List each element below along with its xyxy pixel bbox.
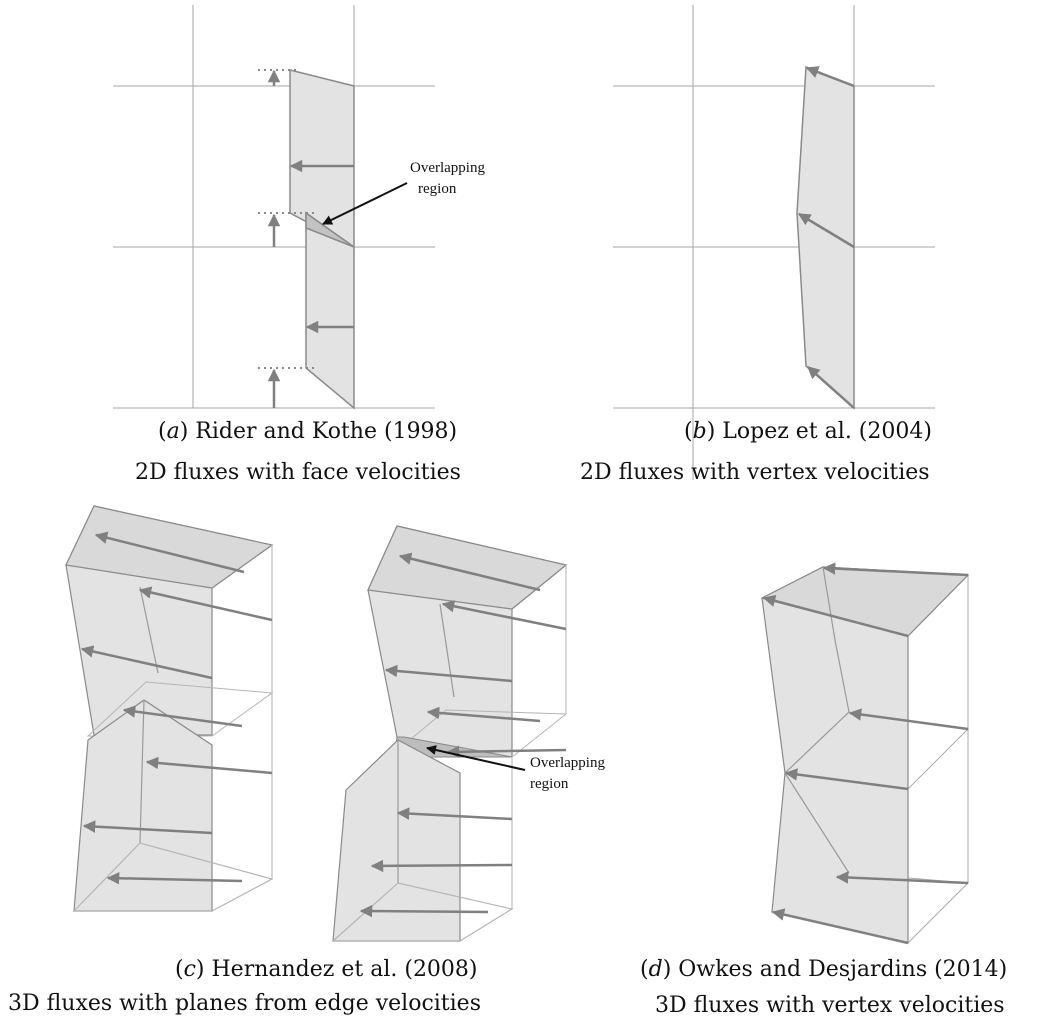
panel-d-citation-text: Owkes and Desjardins (2014) <box>678 957 1008 982</box>
panel-a-citation-text: Rider and Kothe (1998) <box>195 419 458 444</box>
panel-a-letter: a <box>166 419 180 444</box>
panel-a-velocity-arrows <box>267 69 354 408</box>
panel-b-grid <box>613 5 935 480</box>
panel-c-annotation-line2: region <box>530 776 569 792</box>
panel-c-annotation-arrow <box>426 745 526 771</box>
panel-a-annotation-line1: Overlapping <box>410 160 485 176</box>
panel-c-right-upper-flux <box>367 525 568 758</box>
panel-b-velocity-arrows <box>797 66 855 409</box>
panel-a-description: 2D fluxes with face velocities <box>135 460 461 485</box>
panel-c-citation-text: Hernandez et al. (2008) <box>211 957 478 982</box>
panel-b-letter: b <box>692 419 707 444</box>
panel-a-diagram: Overlapping region <box>113 5 485 410</box>
panel-c-left-upper-flux <box>65 505 274 736</box>
panel-b-citation-text: Lopez et al. (2004) <box>722 419 932 444</box>
panel-c-description: 3D fluxes with planes from edge velociti… <box>8 991 481 1016</box>
panel-d-citation: (d) Owkes and Desjardins (2014) <box>640 957 1008 982</box>
panel-a-annotation-arrow <box>322 182 408 225</box>
panel-a-overlap-region <box>305 211 355 248</box>
panel-d-diagram <box>760 562 970 945</box>
panel-c-left-diagram <box>65 505 274 912</box>
panel-c-right-diagram: Overlapping region <box>331 525 605 942</box>
panel-c-right-lower-flux <box>331 739 514 942</box>
panel-d-letter: d <box>648 957 663 982</box>
panel-d-velocity-arrows <box>762 562 969 945</box>
panel-b-flux-polygon <box>796 65 855 410</box>
panel-c-right-velocity-arrows <box>359 552 567 918</box>
panel-b-description: 2D fluxes with vertex velocities <box>580 460 930 485</box>
panel-c-citation: (c) Hernandez et al. (2008) <box>175 957 478 982</box>
panel-b-citation: (b) Lopez et al. (2004) <box>684 419 932 444</box>
panel-d-description: 3D fluxes with vertex velocities <box>655 993 1005 1018</box>
panel-a-dotted-lines <box>258 69 318 369</box>
panel-c-annotation-line1: Overlapping <box>530 755 605 771</box>
panel-a-annotation-line2: region <box>418 181 457 197</box>
panel-b-diagram <box>613 5 935 480</box>
panel-a-flux-polygons <box>289 69 355 410</box>
panel-a-grid <box>113 5 435 409</box>
panel-c-left-velocity-arrows <box>80 531 273 885</box>
panel-c-letter: c <box>183 957 196 982</box>
panel-a-citation: (a) Rider and Kothe (1998) <box>158 419 458 444</box>
